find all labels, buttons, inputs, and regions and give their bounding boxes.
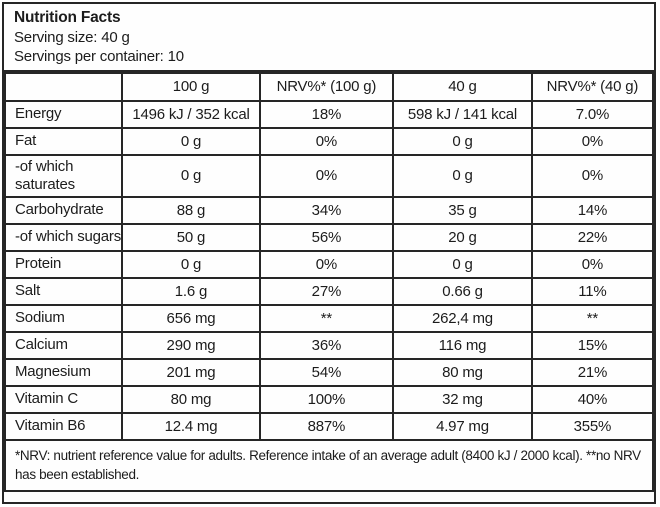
servings-per-container-text: Servings per container: 10 (14, 48, 184, 65)
column-header-nrv-100g: NRV%* (100 g) (258, 71, 395, 102)
value-per-100g: 50 g (121, 222, 261, 252)
row-label: Carbohydrate (3, 195, 124, 225)
table-row-vitamin-b6: Vitamin B6 12.4 mg 887% 4.97 mg 355% (3, 411, 655, 441)
value-per-40g: 20 g (392, 222, 533, 252)
footnote-row: *NRV: nutrient reference value for adult… (4, 438, 654, 492)
column-header-40g: 40 g (392, 71, 533, 102)
value-per-100g: 0 g (121, 249, 261, 279)
value-per-100g: 0 g (121, 153, 261, 198)
value-nrv-40g: 0% (530, 126, 655, 156)
value-nrv-100g: 36% (258, 330, 395, 360)
row-label: Calcium (3, 330, 124, 360)
value-nrv-100g: 0% (258, 126, 395, 156)
value-per-40g: 32 mg (392, 384, 533, 414)
value-per-40g: 80 mg (392, 357, 533, 387)
row-label: Sodium (3, 303, 124, 333)
table-row-calcium: Calcium 290 mg 36% 116 mg 15% (3, 330, 655, 360)
value-nrv-40g: 0% (530, 249, 655, 279)
table-row-carbohydrate: Carbohydrate 88 g 34% 35 g 14% (3, 195, 655, 225)
table-row-vitamin-c: Vitamin C 80 mg 100% 32 mg 40% (3, 384, 655, 414)
value-per-40g: 262,4 mg (392, 303, 533, 333)
label-header: Nutrition Facts Serving size: 40 g Servi… (4, 4, 654, 72)
table-row-energy: Energy 1496 kJ / 352 kcal 18% 598 kJ / 1… (3, 99, 655, 129)
value-per-40g: 35 g (392, 195, 533, 225)
value-nrv-100g: 0% (258, 153, 395, 198)
value-nrv-100g: 54% (258, 357, 395, 387)
column-header-100g: 100 g (121, 71, 261, 102)
column-header-nrv-40g: NRV%* (40 g) (530, 71, 655, 102)
row-label: Magnesium (3, 357, 124, 387)
row-label: Salt (3, 276, 124, 306)
row-label: -of which sugars (3, 222, 124, 252)
column-header-empty (3, 71, 124, 102)
value-per-100g: 1496 kJ / 352 kcal (121, 99, 261, 129)
value-nrv-40g: 14% (530, 195, 655, 225)
nrv-footnote: *NRV: nutrient reference value for adult… (4, 438, 654, 492)
table-row-sugars: -of which sugars 50 g 56% 20 g 22% (3, 222, 655, 252)
table-row-fat: Fat 0 g 0% 0 g 0% (3, 126, 655, 156)
value-per-40g: 0 g (392, 153, 533, 198)
value-per-40g: 4.97 mg (392, 411, 533, 441)
value-per-40g: 0 g (392, 249, 533, 279)
table-row-salt: Salt 1.6 g 27% 0.66 g 11% (3, 276, 655, 306)
value-nrv-40g: 7.0% (530, 99, 655, 129)
table-row-magnesium: Magnesium 201 mg 54% 80 mg 21% (3, 357, 655, 387)
row-label: Energy (3, 99, 124, 129)
value-nrv-100g: 887% (258, 411, 395, 441)
value-nrv-40g: ** (530, 303, 655, 333)
value-nrv-100g: ** (258, 303, 395, 333)
value-per-100g: 0 g (121, 126, 261, 156)
value-per-40g: 0.66 g (392, 276, 533, 306)
label-title: Nutrition Facts (14, 9, 121, 26)
table-row-protein: Protein 0 g 0% 0 g 0% (3, 249, 655, 279)
value-nrv-100g: 0% (258, 249, 395, 279)
row-label: -of which saturates (3, 153, 124, 198)
row-label: Vitamin C (3, 384, 124, 414)
value-nrv-100g: 34% (258, 195, 395, 225)
value-nrv-100g: 18% (258, 99, 395, 129)
value-per-40g: 116 mg (392, 330, 533, 360)
value-nrv-40g: 21% (530, 357, 655, 387)
value-nrv-100g: 56% (258, 222, 395, 252)
value-nrv-40g: 40% (530, 384, 655, 414)
value-nrv-40g: 11% (530, 276, 655, 306)
value-per-100g: 12.4 mg (121, 411, 261, 441)
value-nrv-100g: 27% (258, 276, 395, 306)
serving-size-text: Serving size: 40 g (14, 28, 130, 46)
value-per-100g: 80 mg (121, 384, 261, 414)
row-label: Fat (3, 126, 124, 156)
table-row-sodium: Sodium 656 mg ** 262,4 mg ** (3, 303, 655, 333)
table-row-saturates: -of which saturates 0 g 0% 0 g 0% (3, 153, 655, 198)
value-per-40g: 598 kJ / 141 kcal (392, 99, 533, 129)
row-label: Vitamin B6 (3, 411, 124, 441)
value-per-100g: 1.6 g (121, 276, 261, 306)
value-per-100g: 201 mg (121, 357, 261, 387)
column-header-row: 100 g NRV%* (100 g) 40 g NRV%* (40 g) (3, 71, 655, 102)
nutrition-table: 100 g NRV%* (100 g) 40 g NRV%* (40 g) En… (3, 71, 655, 492)
value-per-100g: 656 mg (121, 303, 261, 333)
value-nrv-100g: 100% (258, 384, 395, 414)
value-nrv-40g: 355% (530, 411, 655, 441)
value-nrv-40g: 15% (530, 330, 655, 360)
value-nrv-40g: 0% (530, 153, 655, 198)
value-per-100g: 88 g (121, 195, 261, 225)
value-nrv-40g: 22% (530, 222, 655, 252)
value-per-100g: 290 mg (121, 330, 261, 360)
value-per-40g: 0 g (392, 126, 533, 156)
row-label: Protein (3, 249, 124, 279)
